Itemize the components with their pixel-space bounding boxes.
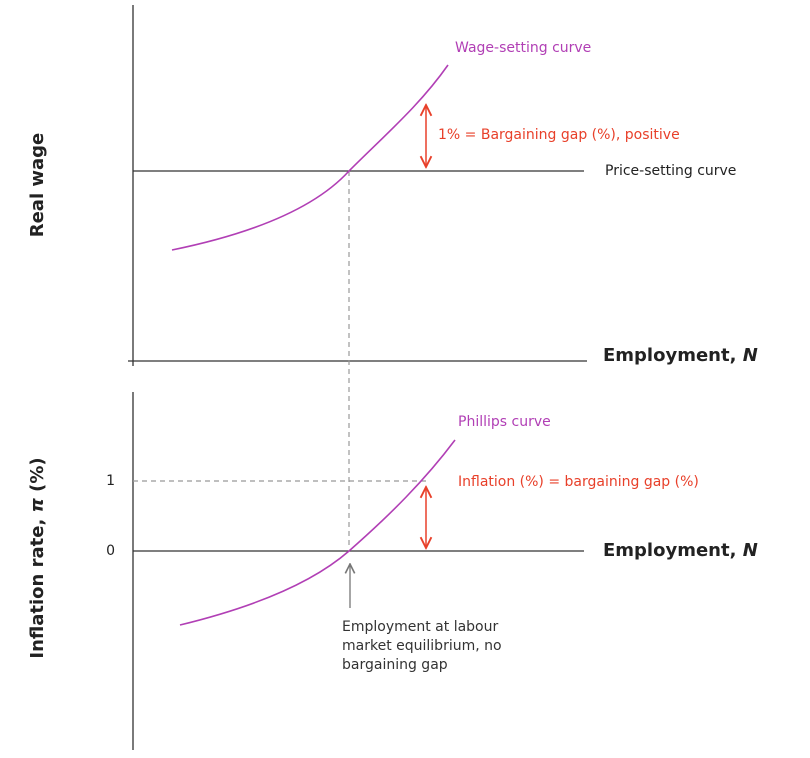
y-tick-label: 0 bbox=[106, 543, 115, 559]
x-label: Employment, N bbox=[603, 345, 758, 366]
gap-label: 1% = Bargaining gap (%), positive bbox=[438, 127, 680, 143]
annotation: market equilibrium, no bbox=[342, 638, 502, 654]
x-label-text: Employment, bbox=[603, 540, 743, 561]
phillips-curve bbox=[179, 439, 456, 626]
y-label-var: π bbox=[27, 497, 48, 512]
phillips-label: Phillips curve bbox=[458, 414, 551, 430]
x-label-var: N bbox=[743, 345, 758, 366]
y-label-text: Inflation rate, bbox=[27, 512, 48, 658]
x-label-var: N bbox=[743, 540, 758, 561]
wage-setting-curve bbox=[171, 64, 449, 251]
wage-curve-label: Wage-setting curve bbox=[455, 40, 591, 56]
y-label: Real wage bbox=[27, 133, 48, 238]
annotation: Employment at labour bbox=[342, 619, 498, 635]
y-tick-label: 1 bbox=[106, 473, 115, 489]
gap-label: Inflation (%) = bargaining gap (%) bbox=[458, 474, 699, 490]
price-curve-label: Price-setting curve bbox=[605, 163, 736, 179]
x-label: Employment, N bbox=[603, 540, 758, 561]
x-label-text: Employment, bbox=[603, 345, 743, 366]
y-label: Inflation rate, π (%) bbox=[27, 457, 48, 658]
annotation: bargaining gap bbox=[342, 657, 448, 673]
y-label-unit: (%) bbox=[27, 457, 48, 498]
